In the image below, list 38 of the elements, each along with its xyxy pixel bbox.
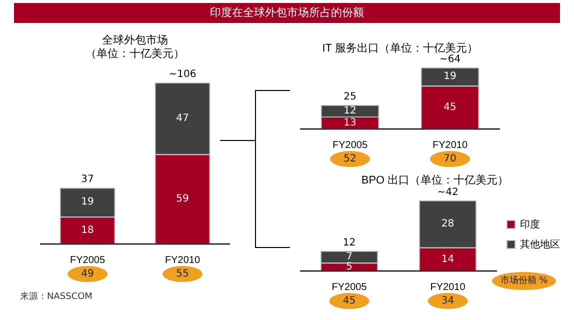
total-label: 25 [344,92,356,103]
data-label: 14 [441,254,454,265]
text: 印度在全球外包市场所占的份额 [14,3,560,23]
data-label: 19 [81,196,94,208]
text: 市场份额 % [492,272,556,290]
chart-title: BPO 出口（单位：十亿美元） [361,174,509,187]
total-label: ~42 [437,186,458,198]
text: 70 [444,154,456,165]
data-label: 28 [441,218,454,230]
text: 49 [81,268,94,280]
data-label: 45 [444,102,456,113]
x-tick-label: FY2010 [430,282,466,293]
text: 52 [344,154,356,165]
chart-title: IT 服务出口（单位：十亿美元） [322,42,478,55]
data-label: 19 [444,71,456,82]
text: 34 [441,296,454,307]
total-label: 12 [342,237,356,248]
total-label: 37 [81,174,94,186]
data-label: 12 [344,105,356,116]
x-tick-label: FY2010 [432,140,468,151]
data-label: 5 [346,261,352,272]
legend-label: 印度 [520,218,540,230]
x-tick-label: FY2010 [164,254,200,266]
total-label: ~64 [439,54,461,65]
data-label: 47 [176,112,189,124]
legend-label: 其他地区 [520,238,560,250]
x-tick-label: FY2005 [332,140,368,151]
chart-title: 全球外包市场（单位：十亿美元） [86,34,184,60]
data-label: 13 [344,117,356,128]
data-label: 59 [176,194,189,205]
text: 45 [342,296,356,307]
source-note: 来源：NASSCOM [20,290,92,303]
data-label: 7 [346,251,352,262]
text: 55 [176,268,189,280]
x-tick-label: FY2005 [332,282,368,293]
data-label: 18 [81,224,94,236]
total-label: ~106 [168,69,196,80]
x-tick-label: FY2005 [70,254,106,266]
